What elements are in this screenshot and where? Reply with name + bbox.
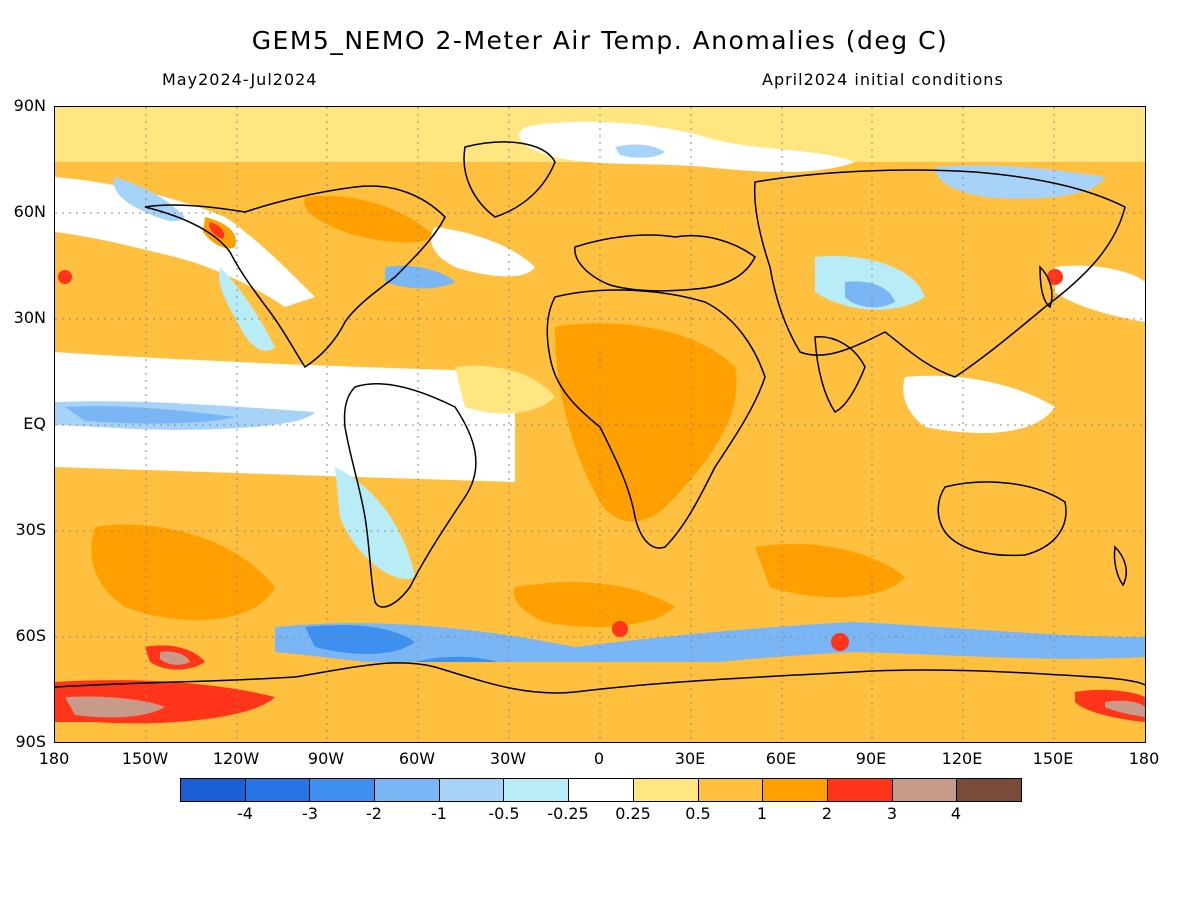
antarctica-extreme-west [65, 696, 165, 718]
lon-label-120w: 120W [212, 749, 260, 768]
na-pacific-cool [219, 267, 275, 351]
colorbar-swatch-1 [245, 779, 311, 801]
lon-label-150e: 150E [1032, 749, 1074, 768]
south-pacific-warm [91, 524, 275, 621]
lat-label-30n: 30N [13, 308, 46, 327]
nw-atlantic-blue [385, 265, 455, 289]
coast-north-america [144, 185, 446, 369]
lat-label-90s: 90S [15, 732, 46, 751]
cb-label-minus1: -1 [431, 804, 447, 823]
coast-africa [546, 289, 766, 549]
colorbar-swatch-4 [439, 779, 505, 801]
lon-label-60w: 60W [398, 749, 436, 768]
lon-label-90w: 90W [307, 749, 345, 768]
se-pacific-cool [335, 467, 415, 579]
cb-label-4: 4 [950, 804, 962, 823]
alaska-red [209, 222, 225, 239]
lon-label-180e: 180 [1128, 749, 1160, 768]
coastlines [55, 141, 1145, 694]
arctic-blue-patch [615, 144, 665, 158]
atlantic-white [431, 227, 535, 277]
arctic-white-patch [519, 121, 855, 172]
lon-label-30e: 30E [674, 749, 706, 768]
lon-label-30w: 30W [489, 749, 527, 768]
colorbar-swatch-0 [181, 779, 246, 801]
coast-new-zealand [1113, 545, 1127, 587]
s-atlantic-red [612, 621, 628, 637]
s-atlantic-hot [513, 582, 675, 627]
colorbar-swatch-12 [957, 779, 1021, 801]
cb-label-minus3: -3 [302, 804, 318, 823]
lon-label-180w: 180 [38, 749, 70, 768]
s-indian-hot [755, 543, 905, 598]
chart-title: GEM5_NEMO 2-Meter Air Temp. Anomalies (d… [251, 26, 949, 55]
canada-orange [304, 196, 435, 243]
lon-label-90e: 90E [855, 749, 887, 768]
lat-label-eq: EQ [23, 414, 46, 433]
ne-pacific-red [58, 270, 72, 284]
colorbar-swatch-8 [698, 779, 764, 801]
coast-japan [1039, 265, 1053, 309]
colorbar-swatch-6 [569, 779, 634, 801]
s-indian-red [831, 633, 849, 651]
colorbar-swatch-9 [763, 779, 828, 801]
siberia-blue [935, 165, 1105, 199]
colorbar-swatch-2 [310, 779, 376, 801]
colorbar [180, 778, 1022, 802]
colorbar-swatch-10 [827, 779, 893, 801]
lat-label-60s: 60S [15, 626, 46, 645]
anomaly-field [55, 107, 1145, 742]
cb-label-3: 3 [886, 804, 898, 823]
central-asia-blue [845, 281, 895, 308]
central-asia-cool [815, 256, 925, 310]
coast-australia [937, 481, 1067, 557]
coast-south-america [343, 383, 477, 608]
colorbar-swatch-11 [892, 779, 958, 801]
lat-label-60n: 60N [13, 202, 46, 221]
coast-greenland [463, 141, 556, 218]
cb-label-2: 2 [821, 804, 833, 823]
lat-label-90n: 90N [13, 96, 46, 115]
cb-label-025: 0.25 [615, 804, 651, 823]
maritime-continent-white [903, 375, 1055, 433]
nw-pacific-red [1047, 269, 1063, 285]
atlantic-tropics-yellow [455, 365, 555, 414]
lon-label-0: 0 [593, 749, 605, 768]
lon-label-150w: 150W [121, 749, 169, 768]
coast-asia [753, 169, 1126, 378]
drake-blue [305, 625, 415, 654]
equatorial-cold [65, 406, 235, 424]
lon-label-120e: 120E [941, 749, 983, 768]
cb-label-minus025: -0.25 [547, 804, 589, 823]
cb-label-minus05: -0.5 [488, 804, 520, 823]
antarctica-extreme-east [1105, 700, 1145, 717]
colorbar-swatch-7 [633, 779, 699, 801]
na-white [55, 177, 315, 307]
colorbar-swatch-5 [504, 779, 570, 801]
na-west-blue [113, 177, 185, 222]
coast-europe [574, 234, 756, 292]
ross-sea-extreme [160, 651, 190, 665]
coast-india [814, 336, 866, 413]
anomaly-map [54, 106, 1146, 743]
cb-label-minus2: -2 [366, 804, 382, 823]
lat-label-30s: 30S [15, 520, 46, 539]
lon-label-60e: 60E [765, 749, 797, 768]
forecast-period: May2024-Jul2024 [162, 70, 318, 89]
cb-label-05: 0.5 [685, 804, 711, 823]
cb-label-1: 1 [756, 804, 768, 823]
coast-antarctica [55, 662, 1145, 694]
initial-conditions: April2024 initial conditions [762, 70, 1004, 89]
graticule [55, 107, 1145, 742]
colorbar-swatch-3 [375, 779, 440, 801]
cb-label-minus4: -4 [237, 804, 253, 823]
